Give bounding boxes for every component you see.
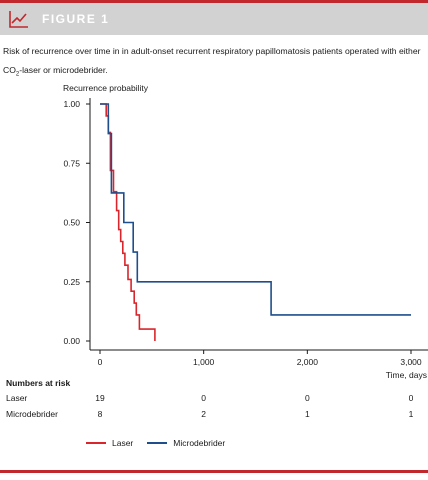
y-tick-label: 0.00: [63, 336, 80, 346]
legend-item-laser: Laser: [86, 438, 133, 448]
figure-label: FIGURE 1: [42, 12, 110, 26]
caption-text: Risk of recurrence over time in in adult…: [3, 46, 421, 75]
risk-row-label: Microdebrider: [6, 409, 58, 419]
risk-cell: 8: [97, 409, 103, 419]
survival-curves: [100, 103, 411, 341]
legend-label-microdebrider: Microdebrider: [173, 438, 226, 448]
risk-cell: 1: [304, 409, 310, 419]
chart-legend: Laser Microdebrider: [86, 438, 239, 448]
x-tick-label: 0: [98, 357, 103, 367]
caption-text-end: -laser or microdebrider.: [19, 65, 108, 75]
y-axis-label: Recurrence probability: [63, 83, 149, 93]
numbers-at-risk-title: Numbers at risk: [6, 378, 71, 388]
y-tick-label: 1.00: [63, 99, 80, 109]
line-chart-icon: [9, 11, 28, 28]
risk-cell: 1: [408, 409, 414, 419]
series-line-laser: [100, 103, 156, 341]
legend-item-microdebrider: Microdebrider: [147, 438, 225, 448]
risk-cell: 19: [95, 393, 105, 403]
risk-cell: 0: [201, 393, 207, 403]
legend-label-laser: Laser: [112, 438, 134, 448]
x-ticks: 0 1,000 2,000 3,000: [98, 350, 422, 367]
risk-cell: 0: [408, 393, 414, 403]
y-tick-label: 0.25: [63, 277, 80, 287]
x-tick-label: 1,000: [193, 357, 215, 367]
figure-caption: Risk of recurrence over time in in adult…: [3, 42, 427, 85]
risk-cell: 2: [201, 409, 207, 419]
figure-header: FIGURE 1: [0, 3, 428, 35]
x-axis-label: Time, days: [386, 370, 427, 380]
y-tick-label: 0.75: [63, 158, 80, 168]
kaplan-meier-chart: Recurrence probability 0.00 0.25 0.50 0.75 1…: [63, 83, 428, 380]
legend-swatch-microdebrider: [147, 442, 168, 444]
x-tick-label: 3,000: [400, 357, 422, 367]
series-line-microdebrider: [100, 103, 411, 316]
x-tick-label: 2,000: [297, 357, 319, 367]
caption-subscript: 2: [15, 71, 20, 78]
risk-cell: 0: [304, 393, 310, 403]
top-accent-bar: [0, 0, 428, 3]
y-ticks: 0.00 0.25 0.50 0.75 1.00: [63, 99, 90, 346]
legend-swatch-laser: [86, 442, 106, 444]
bottom-accent-bar: [0, 470, 428, 473]
y-tick-label: 0.50: [63, 218, 80, 228]
risk-row-label: Laser: [6, 393, 28, 403]
